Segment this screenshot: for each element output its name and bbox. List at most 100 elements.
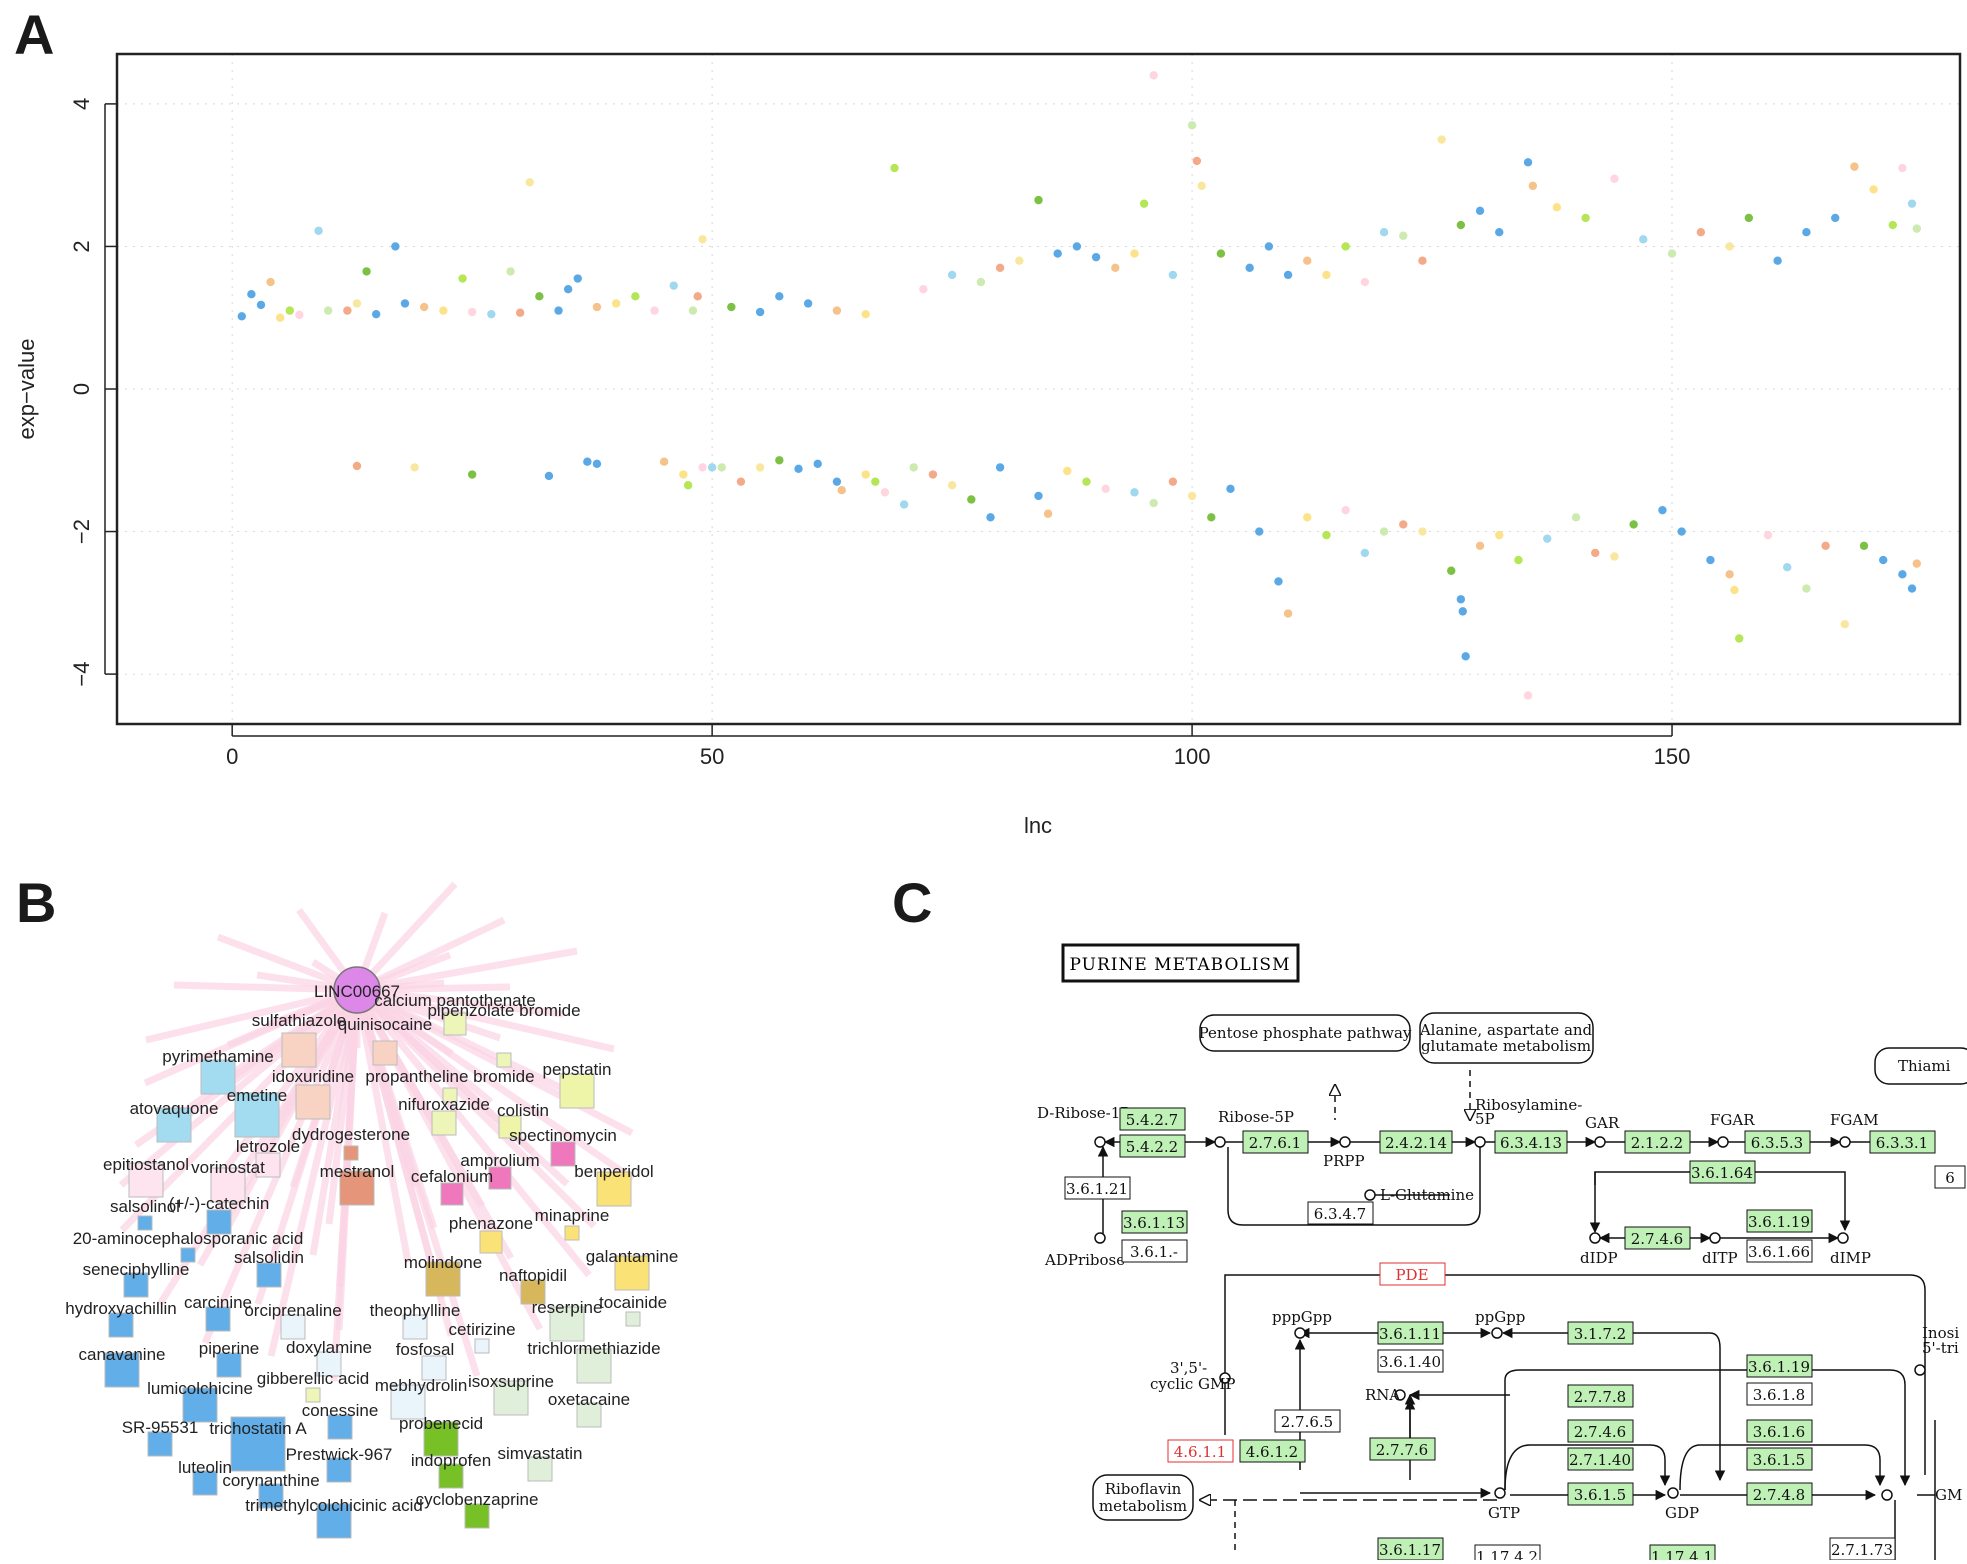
drug-node[interactable] [147, 1431, 173, 1457]
drug-node[interactable] [390, 1384, 426, 1420]
enzyme-box[interactable]: 2.7.4.6 [1624, 1226, 1691, 1250]
enzyme-box[interactable]: 2.7.6.1 [1242, 1130, 1309, 1154]
enzyme-box[interactable]: 2.7.1.73 [1829, 1537, 1896, 1560]
enzyme-box[interactable]: 3.6.1.13 [1121, 1210, 1188, 1234]
drug-node[interactable] [339, 1170, 375, 1206]
enzyme-box[interactable]: 2.7.7.8 [1567, 1384, 1634, 1408]
drug-node[interactable] [216, 1352, 242, 1378]
drug-node[interactable] [576, 1402, 602, 1428]
enzyme-box[interactable]: 2.7.1.40 [1567, 1447, 1634, 1471]
drug-node[interactable] [200, 1059, 236, 1095]
drug-node[interactable] [549, 1306, 585, 1342]
enzyme-box[interactable]: 3.6.1.66 [1746, 1239, 1813, 1263]
drug-node[interactable] [258, 1483, 284, 1509]
enzyme-box[interactable]: 3.6.1.11 [1377, 1321, 1444, 1345]
drug-node[interactable] [550, 1141, 576, 1167]
drug-node[interactable] [210, 1167, 246, 1203]
drug-node[interactable] [442, 1087, 458, 1103]
drug-node[interactable] [192, 1470, 218, 1496]
drug-node[interactable] [316, 1351, 342, 1377]
enzyme-box[interactable]: 2.7.7.6 [1369, 1437, 1436, 1461]
drug-node[interactable] [443, 1012, 467, 1036]
drug-node[interactable] [280, 1314, 306, 1340]
drug-node[interactable] [255, 1152, 281, 1178]
enzyme-box[interactable]: 3.6.1.64 [1689, 1160, 1756, 1184]
enzyme-box[interactable]: 1.17.4.1 [1649, 1544, 1716, 1560]
drug-node[interactable] [576, 1348, 612, 1384]
data-point [1629, 520, 1638, 529]
enzyme-box[interactable]: 4.6.1.2 [1239, 1439, 1306, 1463]
drug-node[interactable] [295, 1084, 331, 1120]
drug-node[interactable] [402, 1314, 428, 1340]
drug-node[interactable] [305, 1387, 321, 1403]
enzyme-box[interactable]: 5.4.2.2 [1119, 1134, 1186, 1158]
drug-node[interactable] [596, 1171, 632, 1207]
drug-node[interactable] [431, 1110, 457, 1136]
enzyme-box[interactable]: 3.6.1.8 [1746, 1382, 1813, 1406]
drug-node[interactable] [527, 1456, 553, 1482]
drug-node[interactable] [206, 1209, 232, 1235]
drug-node[interactable] [520, 1279, 546, 1305]
drug-node[interactable] [234, 1092, 280, 1138]
drug-node[interactable] [326, 1457, 352, 1483]
enzyme-box[interactable]: 4.6.1.1 [1167, 1439, 1234, 1463]
enzyme-box[interactable]: 2.7.6.5 [1274, 1409, 1341, 1433]
enzyme-box[interactable]: 3.6.1.- [1121, 1239, 1188, 1263]
enzyme-box[interactable]: 6.3.4.13 [1494, 1130, 1568, 1154]
drug-node[interactable] [498, 1115, 522, 1139]
drug-node[interactable] [128, 1162, 164, 1198]
enzyme-box[interactable]: 2.7.4.6 [1567, 1419, 1634, 1443]
drug-node[interactable] [625, 1311, 641, 1327]
enzyme-box[interactable]: 5.4.2.7 [1119, 1107, 1186, 1131]
enzyme-box[interactable]: 1.17.4.2 [1474, 1544, 1541, 1560]
enzyme-box[interactable]: 3.6.1.21 [1064, 1176, 1131, 1200]
drug-node[interactable] [343, 1145, 359, 1161]
enzyme-box[interactable]: 3.6.1.6 [1746, 1419, 1813, 1443]
drug-node[interactable] [479, 1230, 503, 1254]
enzyme-box[interactable]: 6.3.3.1 [1869, 1130, 1936, 1154]
drug-node[interactable] [327, 1414, 353, 1440]
enzyme-box[interactable]: 3.6.1.19 [1746, 1354, 1813, 1378]
drug-node[interactable] [614, 1255, 650, 1291]
enzyme-box[interactable]: 6 [1934, 1165, 1966, 1189]
drug-node[interactable] [256, 1262, 282, 1288]
drug-node[interactable] [123, 1272, 149, 1298]
drug-node[interactable] [205, 1306, 231, 1332]
drug-node[interactable] [421, 1355, 447, 1381]
enzyme-box[interactable]: 6.3.5.3 [1744, 1130, 1811, 1154]
drug-node[interactable] [493, 1380, 529, 1416]
drug-node[interactable] [316, 1503, 352, 1539]
enzyme-box[interactable]: 3.6.1.19 [1746, 1209, 1813, 1233]
enzyme-box[interactable]: 2.7.4.8 [1746, 1482, 1813, 1506]
drug-node[interactable] [464, 1503, 490, 1529]
enzyme-box[interactable]: 3.6.1.17 [1377, 1537, 1444, 1560]
drug-node[interactable] [559, 1073, 595, 1109]
drug-node[interactable] [440, 1182, 464, 1206]
drug-node[interactable] [156, 1107, 192, 1143]
drug-node[interactable] [281, 1032, 317, 1068]
enzyme-box[interactable]: 3.6.1.40 [1377, 1349, 1444, 1373]
drug-node[interactable] [182, 1387, 218, 1423]
drug-node[interactable] [425, 1261, 461, 1297]
enzyme-box[interactable]: 3.6.1.5 [1746, 1447, 1813, 1471]
enzyme-box[interactable]: 2.1.2.2 [1624, 1130, 1691, 1154]
drug-node[interactable] [108, 1312, 134, 1338]
enzyme-box[interactable]: 2.4.2.14 [1379, 1130, 1453, 1154]
drug-node[interactable] [423, 1421, 459, 1457]
drug-node[interactable] [564, 1225, 580, 1241]
enzyme-box[interactable]: 3.1.7.2 [1567, 1321, 1634, 1345]
drug-node[interactable] [180, 1247, 196, 1263]
drug-node[interactable] [137, 1215, 153, 1231]
drug-node[interactable] [104, 1352, 140, 1388]
drug-node[interactable] [438, 1463, 464, 1489]
enzyme-box[interactable]: 6.3.4.7 [1307, 1201, 1374, 1225]
enzyme-box[interactable]: PDE [1379, 1262, 1446, 1286]
drug-node[interactable] [474, 1338, 490, 1354]
drug-node[interactable] [488, 1166, 512, 1190]
drug-node[interactable] [372, 1040, 398, 1066]
enzyme-box[interactable]: 3.6.1.5 [1567, 1482, 1634, 1506]
drug-node[interactable] [496, 1052, 512, 1068]
hub-node[interactable] [333, 966, 381, 1014]
svg-text:3.6.1.17: 3.6.1.17 [1379, 1541, 1441, 1559]
drug-node[interactable] [230, 1416, 286, 1472]
